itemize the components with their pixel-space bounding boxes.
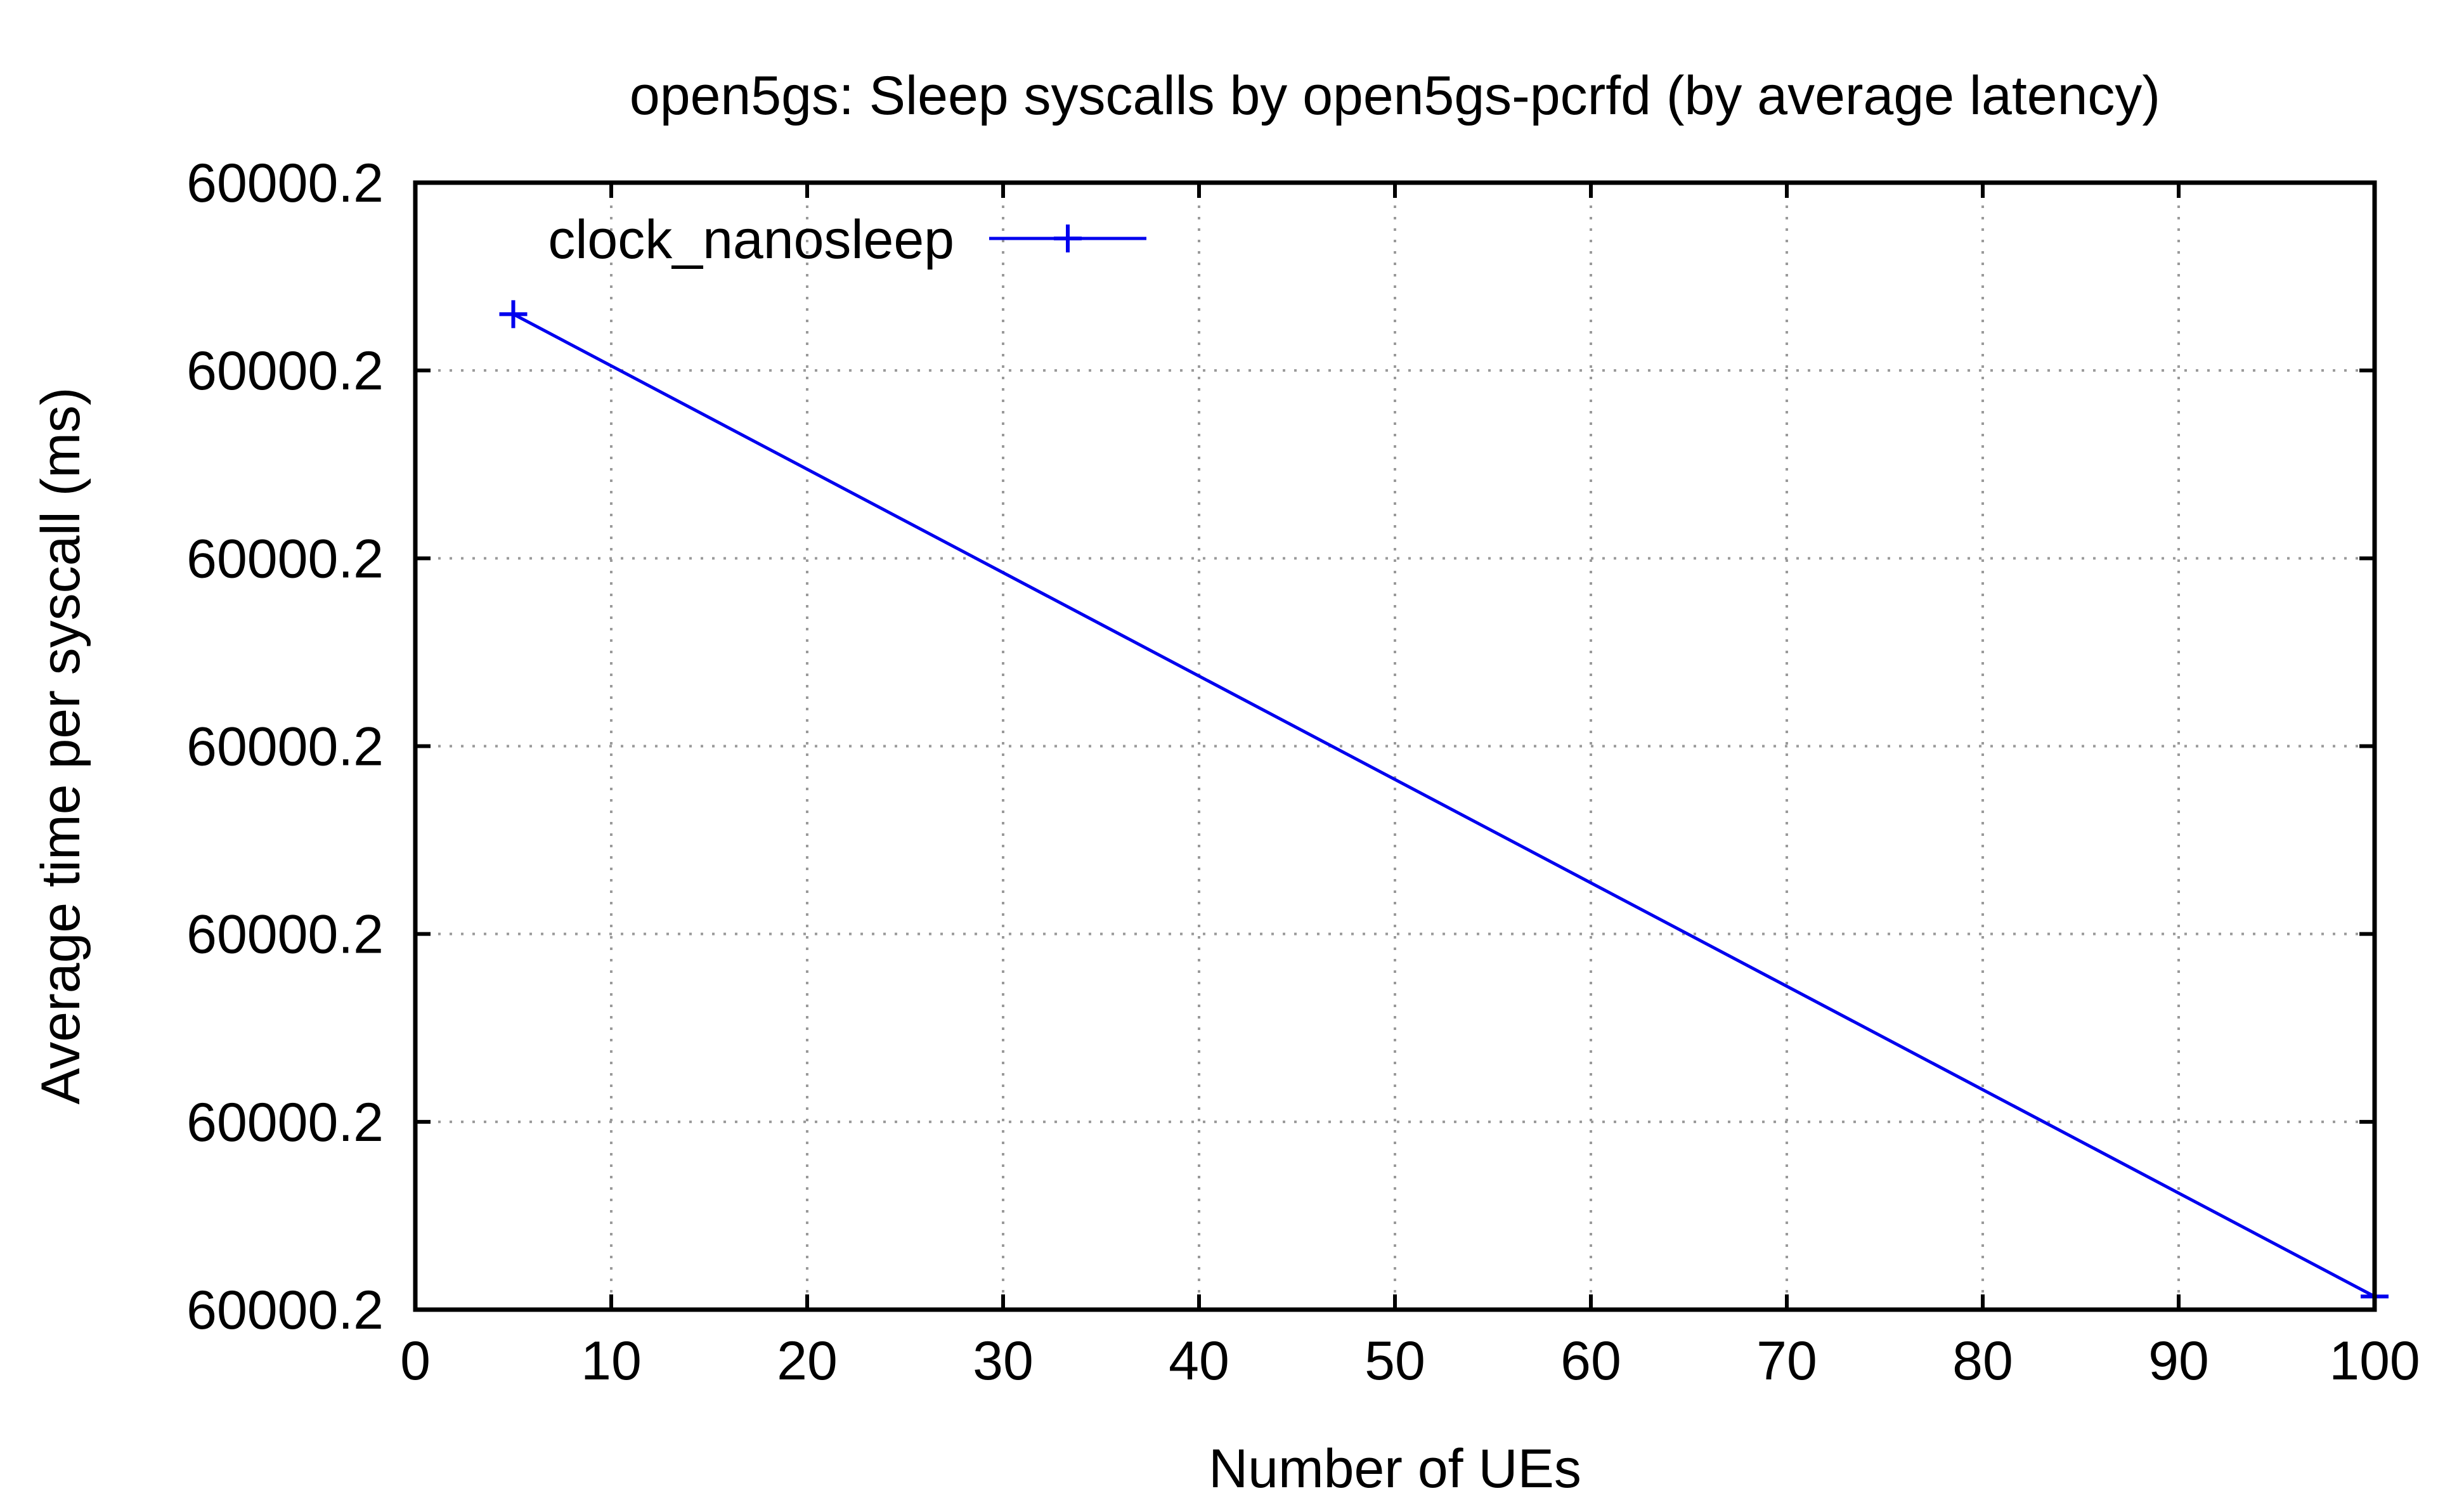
y-tick-label: 60000.2 [186,528,384,589]
x-tick-label: 0 [400,1331,431,1391]
x-tick-label: 80 [1952,1331,2013,1391]
x-tick-label: 70 [1756,1331,1817,1391]
y-tick-label: 60000.2 [186,153,384,214]
legend-label: clock_nanosleep [548,209,954,270]
chart-title: open5gs: Sleep syscalls by open5gs-pcrfd… [630,65,2160,126]
y-tick-label: 60000.2 [186,717,384,778]
data-point-marker [499,300,528,329]
series-line [512,313,2376,1298]
y-tick-label: 60000.2 [186,1280,384,1341]
y-tick-label: 60000.2 [186,341,384,401]
x-tick-labels: 0 10 20 30 40 50 60 70 80 90 100 [400,1331,2420,1391]
x-tick-label: 40 [1169,1331,1229,1391]
y-axis-label: Average time per syscall (ms) [30,387,91,1104]
x-tick-label: 90 [2148,1331,2209,1391]
series-layer [499,300,2389,1311]
legend: clock_nanosleep [548,209,1146,270]
x-tick-label: 20 [777,1331,838,1391]
y-tick-label: 60000.2 [186,1092,384,1153]
x-tick-label: 30 [973,1331,1034,1391]
y-tick-labels: 60000.2 60000.2 60000.2 60000.2 60000.2 60000… [186,153,384,1341]
x-tick-label: 60 [1560,1331,1621,1391]
x-tick-label: 100 [2329,1331,2420,1391]
x-tick-label: 10 [581,1331,642,1391]
x-tick-label: 50 [1365,1331,1425,1391]
y-tick-label: 60000.2 [186,904,384,965]
legend-marker [1054,225,1082,252]
x-axis-label: Number of UEs [1209,1438,1581,1498]
plot-frame [413,180,2377,1312]
grid-layer [415,183,2375,1310]
